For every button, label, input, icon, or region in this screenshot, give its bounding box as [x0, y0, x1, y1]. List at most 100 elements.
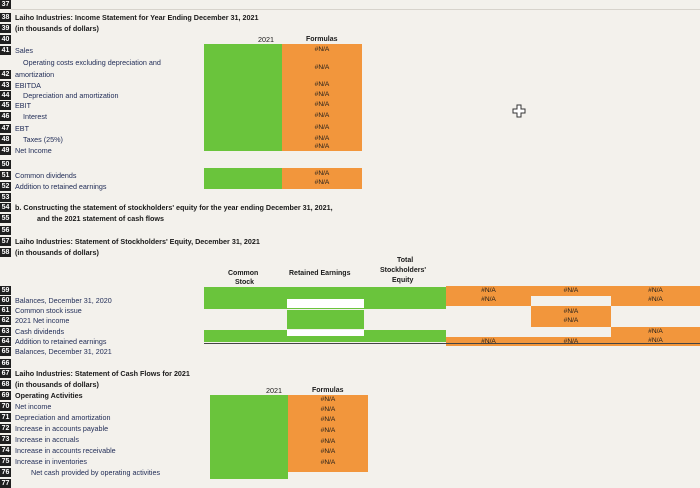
row-number[interactable]: 41 [0, 46, 11, 55]
equity-formula-block[interactable] [446, 286, 531, 306]
row-number[interactable]: 69 [0, 391, 11, 400]
equity-na[interactable]: #N/A [648, 337, 663, 344]
row-number[interactable]: 74 [0, 446, 11, 455]
income-label-cont: amortization [15, 70, 55, 79]
row-number[interactable]: 65 [0, 347, 11, 356]
part-b-heading-cont: and the 2021 statement of cash flows [37, 214, 165, 223]
row-number[interactable]: 55 [0, 214, 11, 223]
equity-na[interactable]: #N/A [563, 308, 579, 315]
cf-na[interactable]: #N/A [320, 448, 336, 455]
col-year-header: 2021 [258, 35, 274, 44]
row-number[interactable]: 47 [0, 124, 11, 133]
equity-na[interactable]: #N/A [481, 296, 496, 303]
row-number[interactable]: 62 [0, 316, 11, 325]
row-number[interactable]: 66 [0, 359, 11, 368]
equity-white-cell[interactable] [287, 330, 364, 336]
cf-row-label: Increase in accounts payable [15, 424, 109, 433]
equity-formula-block[interactable] [531, 286, 611, 296]
cf-na[interactable]: #N/A [320, 459, 336, 466]
dividend-formula-cells[interactable] [282, 168, 362, 189]
row-number[interactable]: 40 [0, 35, 11, 44]
row-number[interactable]: 46 [0, 112, 11, 121]
equity-na[interactable]: #N/A [648, 287, 663, 294]
equity-col-common-2: Stock [235, 279, 255, 286]
income-formula-cells[interactable] [282, 44, 362, 151]
formula-value[interactable]: #N/A [314, 179, 330, 186]
row-number[interactable]: 67 [0, 369, 11, 378]
formula-value[interactable]: #N/A [314, 143, 330, 150]
cf-na[interactable]: #N/A [320, 427, 336, 434]
equity-na[interactable]: #N/A [481, 287, 496, 294]
equity-row-label: Balances, December 31, 2020 [15, 296, 112, 305]
row-number[interactable]: 49 [0, 146, 11, 155]
equity-formula-block[interactable] [611, 327, 700, 346]
cf-row-label: Depreciation and amortization [15, 413, 111, 422]
equity-formula-block[interactable] [531, 337, 611, 346]
row-number[interactable]: 38 [0, 13, 11, 22]
income-label: Sales [15, 46, 33, 55]
row-number[interactable]: 42 [0, 70, 11, 79]
row-number[interactable]: 58 [0, 248, 11, 257]
row-number[interactable]: 52 [0, 182, 11, 191]
row-number[interactable]: 53 [0, 193, 11, 202]
formula-value[interactable]: #N/A [314, 101, 330, 108]
row-number[interactable]: 75 [0, 457, 11, 466]
formula-value[interactable]: #N/A [314, 124, 330, 131]
equity-white-cell[interactable] [287, 299, 364, 308]
formula-value[interactable]: #N/A [314, 135, 330, 142]
row-number[interactable]: 54 [0, 203, 11, 212]
row-number[interactable]: 68 [0, 380, 11, 389]
row-number[interactable]: 64 [0, 337, 11, 346]
formula-value[interactable]: #N/A [314, 46, 330, 53]
cf-na[interactable]: #N/A [320, 416, 336, 423]
row-number[interactable]: 50 [0, 160, 11, 169]
equity-col-common: Common [228, 270, 259, 277]
row-number[interactable]: 56 [0, 226, 11, 235]
equity-na[interactable]: #N/A [563, 317, 579, 324]
equity-na[interactable]: #N/A [563, 287, 579, 294]
cf-row-label: Increase in accruals [15, 435, 79, 444]
cf-na[interactable]: #N/A [320, 396, 336, 403]
equity-formula-block[interactable] [446, 337, 531, 346]
row-number[interactable]: 51 [0, 171, 11, 180]
cf-input-cells[interactable] [210, 395, 288, 479]
equity-input-band[interactable] [204, 287, 446, 309]
row-number[interactable]: 37 [0, 0, 11, 9]
row-number[interactable]: 60 [0, 296, 11, 305]
row-number[interactable]: 77 [0, 479, 11, 488]
row-number[interactable]: 57 [0, 237, 11, 246]
income-label: EBITDA [15, 81, 41, 90]
equity-input-cell[interactable] [287, 310, 364, 329]
formula-value[interactable]: #N/A [314, 64, 330, 71]
row-number[interactable]: 44 [0, 91, 11, 100]
row-number[interactable]: 43 [0, 81, 11, 90]
row-number[interactable]: 73 [0, 435, 11, 444]
row-number[interactable]: 48 [0, 135, 11, 144]
row-number[interactable]: 59 [0, 286, 11, 295]
dividend-input-cells[interactable] [204, 168, 282, 189]
row-number[interactable]: 70 [0, 402, 11, 411]
row-number[interactable]: 63 [0, 327, 11, 336]
equity-input-band-2[interactable] [204, 330, 446, 342]
row-number[interactable]: 61 [0, 306, 11, 315]
row-number[interactable]: 39 [0, 24, 11, 33]
income-statement-subtitle: (in thousands of dollars) [15, 24, 99, 33]
formula-value[interactable]: #N/A [314, 91, 330, 98]
equity-na[interactable]: #N/A [648, 296, 663, 303]
equity-na[interactable]: #N/A [563, 338, 579, 345]
equity-na[interactable]: #N/A [481, 338, 496, 345]
formula-value[interactable]: #N/A [314, 112, 330, 119]
row-number[interactable]: 72 [0, 424, 11, 433]
equity-formula-block[interactable] [531, 306, 611, 327]
income-input-cells[interactable] [204, 44, 282, 151]
row-number[interactable]: 76 [0, 468, 11, 477]
cf-na[interactable]: #N/A [320, 406, 336, 413]
cf-formula-cells[interactable] [288, 395, 368, 472]
equity-formula-block[interactable] [611, 286, 700, 306]
formula-value[interactable]: #N/A [314, 170, 330, 177]
formula-value[interactable]: #N/A [314, 81, 330, 88]
row-number[interactable]: 45 [0, 101, 11, 110]
cf-na[interactable]: #N/A [320, 438, 336, 445]
row-number[interactable]: 71 [0, 413, 11, 422]
equity-na[interactable]: #N/A [648, 328, 663, 335]
